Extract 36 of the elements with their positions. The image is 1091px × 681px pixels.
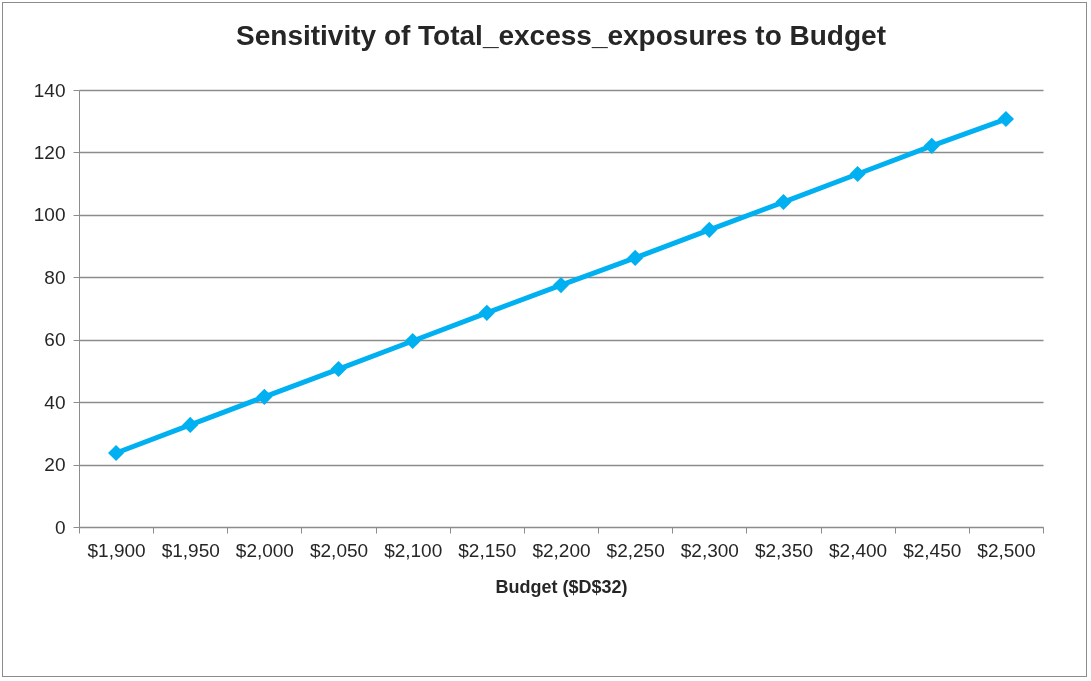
y-tick-label: 20: [44, 454, 66, 476]
x-tick-label: $2,400: [829, 539, 888, 561]
x-tick-label: $2,100: [384, 539, 443, 561]
point: [775, 194, 792, 211]
point: [404, 332, 421, 350]
point: [182, 416, 199, 433]
point: [552, 277, 570, 294]
x-tick-label: $2,150: [458, 539, 517, 561]
x-tick-label: $2,050: [309, 539, 369, 561]
x-tick-label: $2,300: [680, 539, 739, 561]
point: [330, 360, 347, 378]
y-tick-label: 0: [54, 516, 66, 538]
y-tick-label: 40: [44, 391, 66, 413]
y-tick-label: 140: [33, 79, 66, 101]
point: [478, 304, 495, 321]
y-tick-label: 60: [44, 329, 66, 351]
chart-title: Sensitivity of Total_excess_exposures to Budget: [236, 20, 886, 51]
x-tick-label: $2,350: [754, 539, 814, 561]
point: [923, 137, 940, 154]
x-tick-label: $1,950: [161, 539, 220, 561]
x-tick-label: $2,000: [235, 539, 294, 561]
x-tick-label: $2,450: [903, 539, 962, 561]
point: [997, 110, 1014, 128]
y-tick-label: 80: [44, 266, 66, 288]
point: [256, 388, 273, 405]
x-tick-label: $2,500: [977, 539, 1036, 561]
point: [701, 221, 718, 238]
point: [108, 444, 125, 462]
x-axis-title: Budget ($D$32): [495, 576, 628, 597]
x-tick-label: $2,200: [532, 539, 591, 561]
y-tick-label: 120: [33, 141, 66, 163]
y-tick-label: 100: [33, 204, 66, 226]
x-tick-label: $1,900: [87, 539, 146, 561]
point: [627, 249, 644, 266]
point: [849, 165, 866, 183]
x-tick-label: $2,250: [606, 539, 665, 561]
